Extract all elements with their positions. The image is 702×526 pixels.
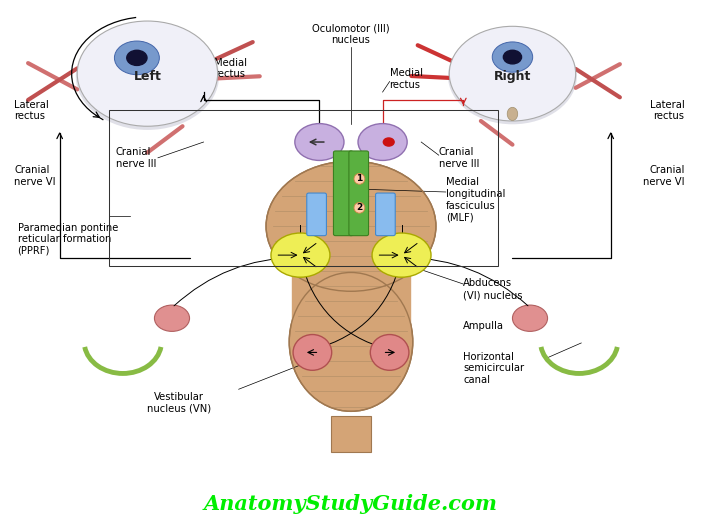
Ellipse shape [508,107,518,120]
Text: Cranial
nerve III: Cranial nerve III [439,147,479,169]
Text: Right: Right [494,69,531,83]
Circle shape [77,21,218,126]
Text: Horizontal
semicircular
canal: Horizontal semicircular canal [463,351,524,385]
Circle shape [449,26,576,121]
FancyBboxPatch shape [376,193,395,236]
Text: Lateral
rectus: Lateral rectus [649,99,684,122]
Circle shape [512,305,548,331]
Ellipse shape [371,335,409,370]
Text: Cranial
nerve VI: Cranial nerve VI [14,165,55,187]
Circle shape [372,233,431,277]
Text: 2: 2 [357,203,362,213]
Bar [292,216,410,331]
Text: Vestibular
nucleus (VN): Vestibular nucleus (VN) [147,391,211,413]
Text: Medial
rectus: Medial rectus [214,57,247,79]
Circle shape [76,23,219,130]
Ellipse shape [293,335,332,370]
Circle shape [154,305,190,331]
Text: Cranial
nerve III: Cranial nerve III [116,147,157,169]
Ellipse shape [266,161,436,291]
Bar [331,416,371,452]
Text: Paramedian pontine
reticular formation
(PPRF): Paramedian pontine reticular formation (… [18,222,118,256]
Text: Lateral
rectus: Lateral rectus [14,99,49,122]
Circle shape [503,50,522,64]
Text: Left: Left [133,70,161,83]
FancyBboxPatch shape [333,151,353,236]
Text: 1: 1 [357,174,362,184]
Circle shape [383,138,394,146]
Circle shape [127,50,147,65]
Circle shape [448,28,577,124]
Text: Medial
rectus: Medial rectus [390,68,423,90]
Text: Oculomotor (III)
nucleus: Oculomotor (III) nucleus [312,23,390,45]
Circle shape [358,124,407,160]
Ellipse shape [289,272,413,411]
FancyBboxPatch shape [307,193,326,236]
Text: AnatomyStudyGuide.com: AnatomyStudyGuide.com [204,494,498,514]
Text: Abducens
(VI) nucleus: Abducens (VI) nucleus [463,278,523,300]
Text: Medial
longitudinal
fasciculus
(MLF): Medial longitudinal fasciculus (MLF) [446,177,505,222]
Circle shape [295,124,344,160]
Circle shape [114,41,159,75]
Circle shape [492,42,533,72]
FancyBboxPatch shape [349,151,369,236]
Text: Cranial
nerve VI: Cranial nerve VI [643,165,684,187]
Text: Ampulla: Ampulla [463,321,504,331]
Circle shape [271,233,330,277]
